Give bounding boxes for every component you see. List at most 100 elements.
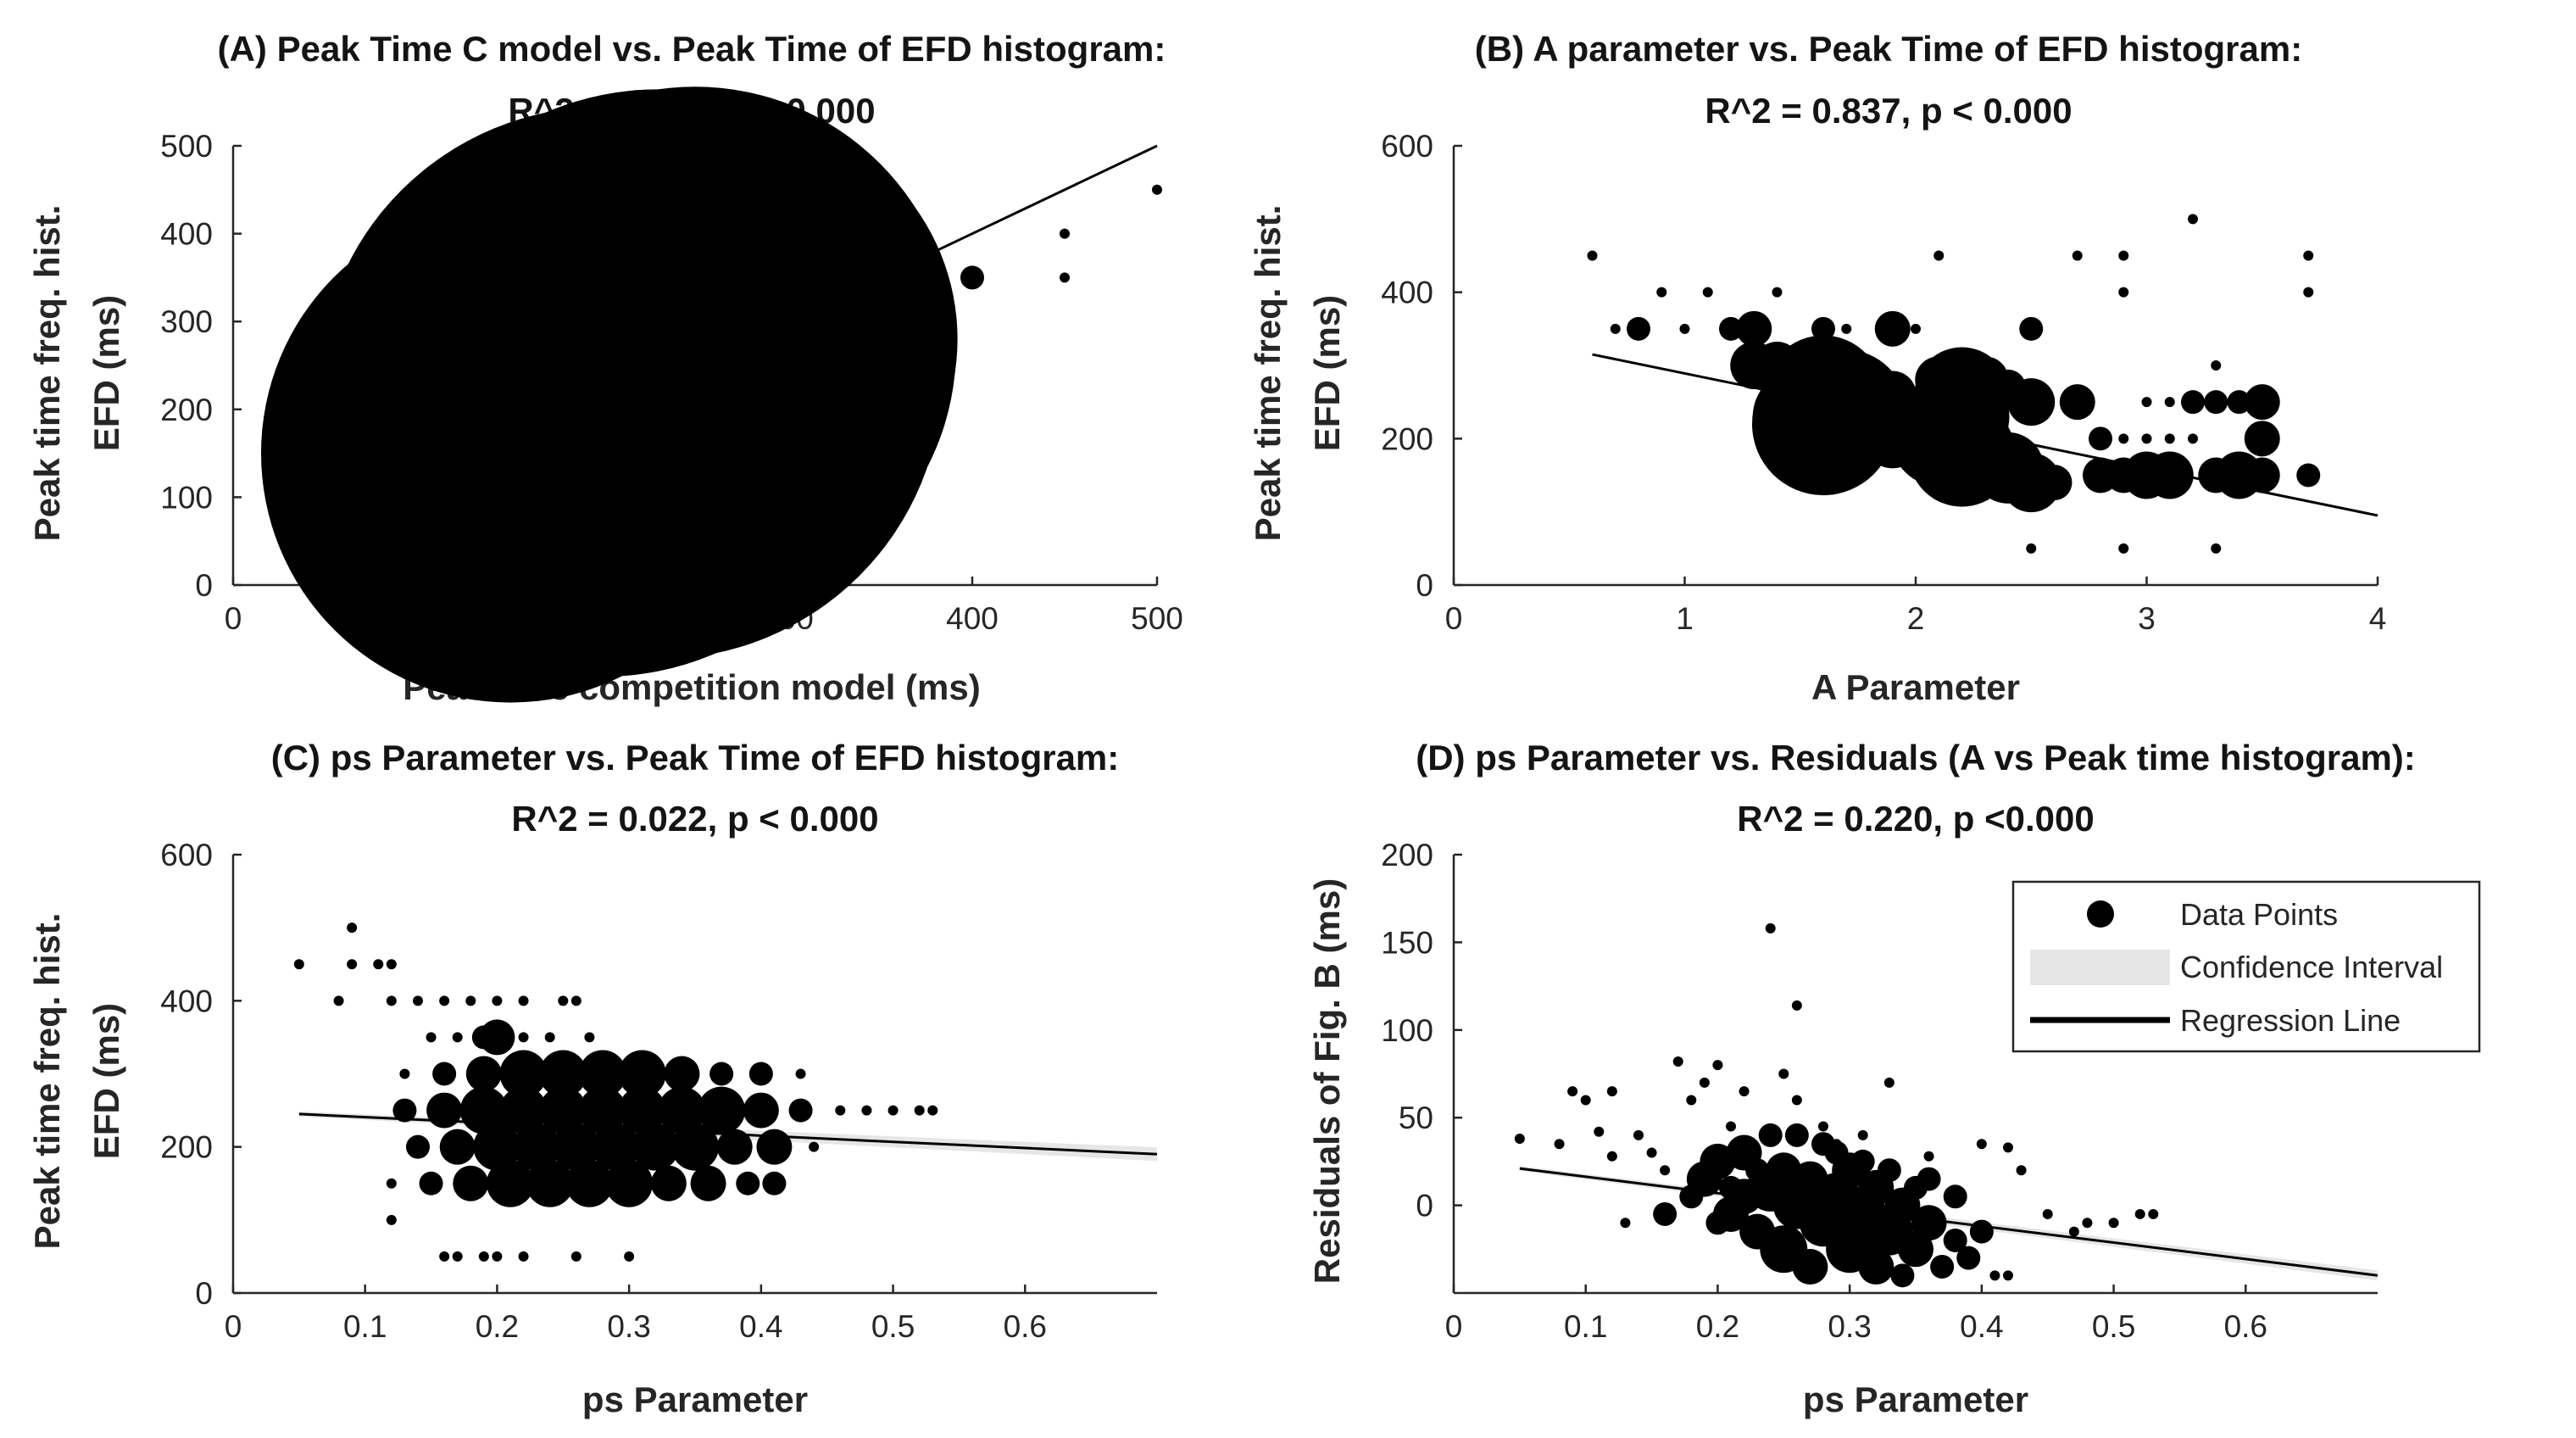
panel-b-data-point bbox=[1874, 310, 1911, 347]
panel-b-data-point bbox=[2303, 250, 2314, 261]
panel-c-data-point bbox=[709, 1062, 734, 1086]
panel-b-y-tick-label: 400 bbox=[1381, 276, 1433, 310]
panel-b-data-point bbox=[2164, 397, 2175, 408]
panel-c-data-point bbox=[618, 1086, 666, 1134]
panel-c-y-tick-label: 600 bbox=[160, 838, 213, 872]
panel-d-data-point bbox=[1791, 1095, 1802, 1106]
panel-d-x-tick-label: 0.4 bbox=[1960, 1309, 2003, 1344]
panel-c-data-point bbox=[544, 1032, 555, 1043]
panel-c-y-tick-label: 200 bbox=[160, 1130, 213, 1165]
panel-d-data-point bbox=[1904, 1175, 1928, 1200]
panel-b-data-point bbox=[1656, 287, 1667, 298]
panel-b-data-point bbox=[2059, 384, 2095, 421]
panel-a-x-tick-label: 400 bbox=[946, 601, 999, 636]
panel-c-data-point bbox=[518, 1251, 529, 1262]
panel-d-y-tick-label: 200 bbox=[1381, 838, 1433, 872]
panel-b-data-point bbox=[1702, 287, 1713, 298]
panel-c-data-point bbox=[518, 1032, 529, 1043]
panel-d-data-point bbox=[1956, 1246, 1981, 1270]
panel-c-data-point bbox=[579, 1050, 626, 1098]
panel-b-regression-line bbox=[1592, 353, 2378, 517]
panel-d-data-point bbox=[1699, 1077, 1710, 1088]
panel-d-data-point bbox=[2134, 1208, 2145, 1219]
panel-d-data-point bbox=[2082, 1218, 2093, 1229]
panel-d-data-point bbox=[1976, 1139, 1987, 1150]
panel-d-ylabel: Residuals of Fig. B (ms) bbox=[1307, 878, 1347, 1284]
panel-d-data-point bbox=[1989, 1270, 2000, 1281]
panel-b-data-point bbox=[2188, 214, 2198, 225]
panel-d-data-point bbox=[1877, 1158, 1901, 1183]
panel-b-data-point bbox=[2198, 457, 2234, 493]
panel-c-data-point bbox=[671, 1123, 719, 1171]
panel-d-data-point bbox=[1580, 1095, 1591, 1106]
legend-label-regression-line: Regression Line bbox=[2180, 1003, 2401, 1038]
panel-c-data-point bbox=[452, 1251, 463, 1262]
panel-c-data-point bbox=[526, 1159, 574, 1207]
panel-c-title: (C) ps Parameter vs. Peak Time of EFD hi… bbox=[271, 738, 1120, 778]
panel-b-data-point bbox=[2118, 433, 2129, 444]
panel-c-data-point bbox=[592, 1123, 640, 1171]
panel-c-data-point bbox=[570, 995, 581, 1006]
panel-d-x-tick-label: 0.3 bbox=[1828, 1309, 1871, 1344]
panel-a-y-tick-label: 200 bbox=[160, 393, 213, 427]
panel-d-data-point bbox=[1554, 1139, 1565, 1150]
panel-d-data-point bbox=[2108, 1218, 2119, 1229]
panel-b-data-point bbox=[1679, 323, 1690, 334]
panel-c-data-point bbox=[579, 1086, 626, 1134]
panel-c-data-point bbox=[565, 1159, 614, 1207]
panel-d-data-point bbox=[1660, 1165, 1671, 1176]
panel-c-data-point bbox=[762, 1171, 787, 1196]
panel-c-data-point bbox=[453, 1165, 489, 1201]
panel-c-ylabel-line1: Peak time freq. hist. bbox=[27, 913, 67, 1250]
panel-a-title: (A) Peak Time C model vs. Peak Time of E… bbox=[218, 29, 1166, 69]
panel-c-x-tick-label: 0.2 bbox=[476, 1309, 519, 1344]
panel-b-ylabel-line1: Peak time freq. hist. bbox=[1248, 205, 1288, 542]
panel-b-data-point bbox=[2118, 250, 2129, 261]
panel-b-data-point bbox=[1610, 323, 1621, 334]
panel-b-data-point bbox=[2141, 397, 2152, 408]
panel-d-data-point bbox=[1824, 1140, 1849, 1165]
panel-a-y-tick-label: 100 bbox=[160, 480, 213, 515]
panel-c-data-point bbox=[539, 1086, 587, 1134]
panel-d-x-tick-label: 0.6 bbox=[2224, 1309, 2267, 1344]
panel-c-data-point bbox=[392, 1098, 417, 1123]
panel-c-data-point bbox=[439, 995, 450, 1006]
panel-c-data-point bbox=[432, 1062, 457, 1086]
panel-b-subtitle: R^2 = 0.837, p < 0.000 bbox=[1705, 91, 2072, 131]
legend: Data Points Confidence Interval Regressi… bbox=[2011, 880, 2481, 1053]
panel-b-x-tick-label: 4 bbox=[2369, 601, 2387, 636]
panel-c-data-point bbox=[386, 959, 397, 970]
panel-b-data-point bbox=[2118, 287, 2129, 298]
panel-d-data-point bbox=[1858, 1248, 1894, 1285]
panel-d-data-point bbox=[1646, 1147, 1657, 1158]
panel-c-data-point bbox=[584, 1032, 595, 1043]
panel-c-data-point bbox=[736, 1171, 760, 1196]
panel-d-data-point bbox=[2042, 1208, 2053, 1219]
panel-c-regression-line bbox=[298, 1112, 1158, 1156]
panel-d-data-point bbox=[1969, 1219, 1994, 1244]
panel-d-data-point bbox=[2148, 1208, 2159, 1219]
panel-c-data-point bbox=[452, 1032, 463, 1043]
panel-d-data-point bbox=[2003, 1142, 2013, 1153]
panel-b-data-point bbox=[2211, 543, 2222, 554]
panel-b-data-point bbox=[2296, 463, 2321, 488]
panel-c-x-tick-label: 0.1 bbox=[343, 1309, 387, 1344]
panel-c-data-point bbox=[347, 922, 358, 934]
legend-label-data-points: Data Points bbox=[2180, 897, 2338, 932]
panel-d-data-point bbox=[1745, 1158, 1770, 1183]
panel-d-data-point bbox=[1606, 1086, 1617, 1097]
panel-d-data-point bbox=[1890, 1263, 1915, 1288]
panel-d-y-tick-label: 50 bbox=[1399, 1101, 1433, 1135]
panel-c-data-point bbox=[788, 1098, 813, 1123]
panel-d-data-point bbox=[1784, 1123, 1809, 1147]
panel-c-data-point bbox=[492, 995, 503, 1006]
panel-b-y-tick-label: 200 bbox=[1381, 421, 1433, 456]
panel-c-data-point bbox=[439, 1129, 476, 1165]
panel-d-plot: 0 0.1 0.2 0.3 0.4 0.5 0.6 0 50 100 150 200 bbox=[1381, 838, 2378, 1344]
panel-a-data-point bbox=[960, 265, 984, 290]
panel-c-data-point bbox=[698, 1086, 746, 1134]
panel-c-data-point bbox=[386, 1214, 397, 1225]
panel-b-data-point bbox=[2227, 390, 2251, 415]
panel-c-data-point bbox=[386, 1178, 397, 1189]
panel-c-data-point bbox=[386, 995, 397, 1006]
